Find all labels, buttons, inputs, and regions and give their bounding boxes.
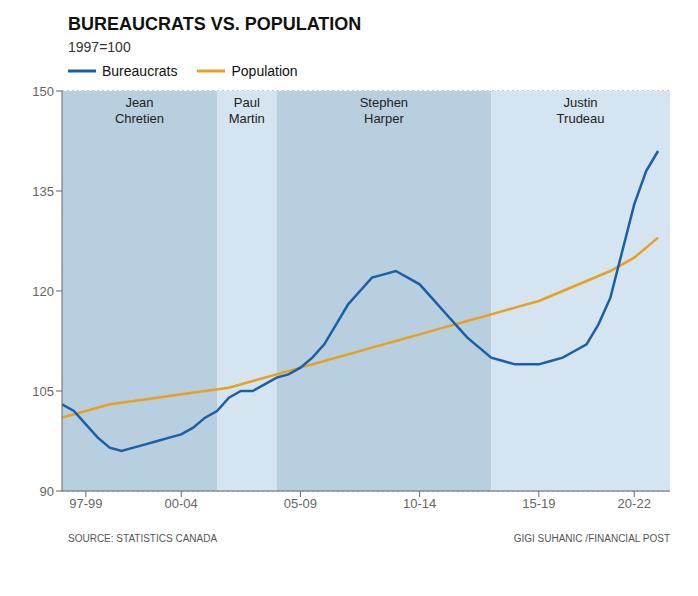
svg-text:97-99: 97-99 (69, 496, 102, 511)
svg-text:105: 105 (32, 384, 54, 399)
svg-text:05-09: 05-09 (284, 496, 317, 511)
html-text:SOURCE: STATISTICS CANADA: SOURCE: STATISTICS CANADA (68, 533, 218, 544)
svg-text:15-19: 15-19 (522, 496, 555, 511)
html-text:Bureaucrats: Bureaucrats (102, 63, 178, 79)
svg-text:90: 90 (40, 484, 54, 499)
html-text:1997=100: 1997=100 (68, 39, 131, 55)
html-text:Population: Population (231, 63, 298, 79)
svg-text:JeanChretien: JeanChretien (115, 95, 164, 126)
svg-text:20-22: 20-22 (618, 496, 651, 511)
svg-text:00-04: 00-04 (165, 496, 198, 511)
svg-text:150: 150 (32, 84, 54, 99)
svg-text:10-14: 10-14 (403, 496, 436, 511)
html-text:BUREAUCRATS VS. POPULATION: BUREAUCRATS VS. POPULATION (68, 14, 362, 34)
svg-text:120: 120 (32, 284, 54, 299)
svg-text:PaulMartin: PaulMartin (229, 95, 265, 126)
html-text:GIGI SUHANIC /FINANCIAL POST: GIGI SUHANIC /FINANCIAL POST (513, 533, 670, 544)
svg-text:StephenHarper: StephenHarper (360, 95, 408, 126)
svg-text:135: 135 (32, 184, 54, 199)
svg-text:JustinTrudeau: JustinTrudeau (557, 95, 605, 126)
